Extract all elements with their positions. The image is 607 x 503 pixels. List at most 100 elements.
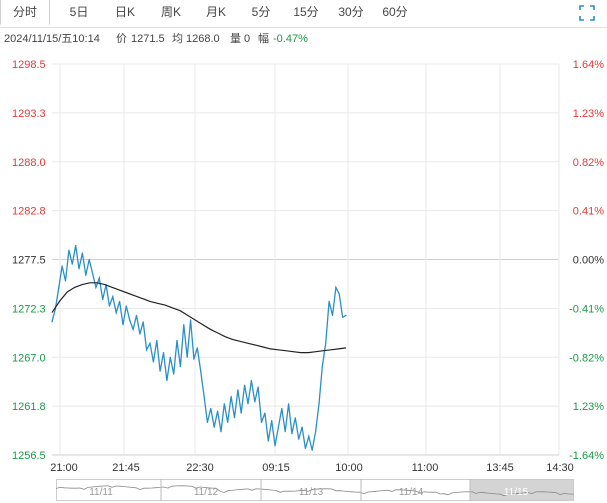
price-point xyxy=(342,316,344,318)
overview-sparkline: 11/11 11/12 11/13 11/14 11/15 xyxy=(56,479,574,501)
price-value: 1271.5 xyxy=(131,33,165,45)
price-point xyxy=(64,280,67,282)
price-point xyxy=(162,352,165,354)
tab-5-min[interactable]: 5分 xyxy=(251,5,271,19)
tab-5-day[interactable]: 5日 xyxy=(69,5,89,19)
tab-intraday[interactable]: 分时 xyxy=(0,0,50,25)
price-point xyxy=(88,258,90,261)
price-point xyxy=(142,321,144,323)
price-label: 价 xyxy=(116,33,127,45)
y-tick-label-right: -1.64% xyxy=(569,450,604,462)
price-point xyxy=(237,389,239,391)
price-series-line xyxy=(51,245,347,451)
volume-value: 0 xyxy=(244,33,251,45)
price-point xyxy=(159,370,161,372)
price-point xyxy=(331,314,334,316)
price-point xyxy=(267,440,269,442)
price-point xyxy=(291,433,293,435)
price-point xyxy=(132,328,134,330)
price-point xyxy=(68,249,70,251)
x-tick-label: 09:15 xyxy=(262,462,290,474)
price-point xyxy=(227,421,229,423)
price-point xyxy=(119,300,121,302)
volume-label: 量 xyxy=(230,33,241,45)
price-point xyxy=(284,431,286,433)
price-point xyxy=(294,417,296,419)
tab-30-min[interactable]: 30分 xyxy=(338,5,364,19)
price-point xyxy=(115,312,117,314)
price-point xyxy=(217,410,219,412)
x-tick-label: 13:45 xyxy=(486,462,514,474)
tab-15-min[interactable]: 15分 xyxy=(293,5,319,19)
tab-monthly-k[interactable]: 月K xyxy=(205,5,226,19)
overview-date-label: 11/12 xyxy=(194,487,219,498)
price-point xyxy=(152,361,154,363)
tab-weekly-k[interactable]: 周K xyxy=(160,5,181,19)
price-point xyxy=(274,445,276,447)
overview-trend-line xyxy=(56,485,574,497)
x-tick-label: 11:00 xyxy=(412,462,439,474)
price-point xyxy=(71,263,73,265)
price-point xyxy=(92,272,94,275)
price-point xyxy=(203,395,205,397)
price-point xyxy=(223,403,225,405)
price-point xyxy=(125,305,127,307)
price-point xyxy=(250,379,252,382)
price-point xyxy=(51,321,53,323)
price-point xyxy=(271,420,273,422)
price-point xyxy=(173,373,175,375)
price-point xyxy=(190,319,192,321)
price-point xyxy=(288,403,290,405)
price-point xyxy=(183,324,185,326)
price-point xyxy=(325,342,327,344)
tab-60-min[interactable]: 60分 xyxy=(382,5,408,19)
price-point xyxy=(58,286,60,288)
price-point xyxy=(81,252,83,254)
price-point xyxy=(166,379,168,382)
y-tick-label-left: 1293.3 xyxy=(12,108,46,120)
x-tick-label: 14:30 xyxy=(546,462,574,474)
price-point xyxy=(321,366,323,368)
price-point xyxy=(146,349,148,351)
price-point xyxy=(149,342,151,344)
y-tick-label-left: 1288.0 xyxy=(12,157,46,169)
price-point xyxy=(98,277,100,279)
price-point xyxy=(304,447,306,450)
price-point xyxy=(102,298,104,301)
price-point xyxy=(335,286,337,288)
change-label: 幅 xyxy=(258,33,269,45)
period-tab-bar: 分时 5日 日K 周K 月K 5分 15分 30分 60分 xyxy=(0,0,607,28)
price-point xyxy=(244,384,246,386)
price-point xyxy=(139,333,141,335)
price-point xyxy=(176,339,178,342)
price-point xyxy=(311,449,313,451)
fullscreen-button[interactable] xyxy=(579,5,595,21)
avg-value: 1268.0 xyxy=(186,33,220,45)
price-point xyxy=(156,339,158,342)
price-point xyxy=(260,421,263,423)
x-tick-label: 10:00 xyxy=(335,462,363,474)
price-point xyxy=(264,412,266,414)
price-point xyxy=(210,407,212,410)
price-point xyxy=(61,265,63,267)
y-tick-label-right: -0.41% xyxy=(569,303,604,315)
y-tick-label-right: 1.23% xyxy=(573,401,604,413)
price-point xyxy=(78,268,80,270)
y-tick-label-left: 1277.5 xyxy=(12,255,46,267)
quote-datetime: 2024/11/15/五10:14 xyxy=(4,33,100,45)
price-point xyxy=(230,395,232,397)
x-tick-label: 21:45 xyxy=(112,462,140,474)
tab-daily-k[interactable]: 日K xyxy=(114,5,135,19)
price-point xyxy=(308,435,310,437)
price-point xyxy=(108,305,110,307)
overview-selection[interactable] xyxy=(470,479,574,501)
price-point xyxy=(281,407,283,410)
price-point xyxy=(345,314,347,316)
overview-date-label: 11/11 xyxy=(89,487,113,498)
price-point xyxy=(135,314,138,316)
price-point xyxy=(233,417,236,419)
y-tick-label-right: -0.82% xyxy=(569,352,604,364)
price-point xyxy=(220,431,222,433)
price-point xyxy=(213,426,215,428)
